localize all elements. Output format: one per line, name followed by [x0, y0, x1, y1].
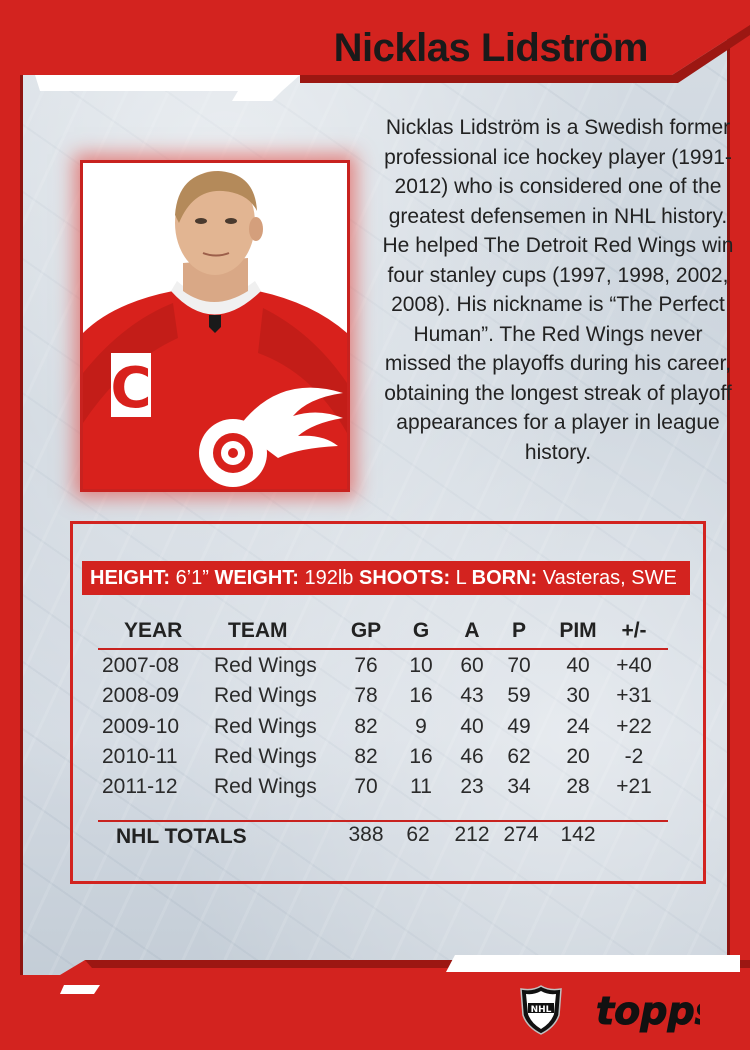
topps-logo: topps: [596, 989, 701, 1034]
svg-text:NHL: NHL: [531, 1005, 552, 1015]
table-cell: 70: [354, 775, 378, 798]
table-row: 2007-08: [102, 654, 180, 677]
table-cell: 16: [409, 745, 433, 768]
table-cell: 43: [460, 684, 484, 707]
table-cell: 40: [460, 715, 484, 738]
table-cell: 10: [409, 654, 433, 677]
col-header-gp: GP: [350, 619, 382, 642]
table-cell: 62: [507, 745, 531, 768]
weight-value: 192lb: [304, 567, 354, 589]
total-p: 274: [503, 823, 539, 846]
table-row: 2011-12: [102, 775, 178, 798]
player-bio: Nicklas Lidström is a Swedish former pro…: [382, 116, 734, 464]
table-cell: 30: [566, 684, 590, 707]
table-cell: +22: [616, 715, 652, 738]
table-cell: Red Wings: [214, 745, 317, 768]
table-cell: +40: [616, 654, 652, 677]
weight-label: WEIGHT:: [214, 567, 299, 589]
table-cell: 16: [409, 684, 433, 707]
player-name: Nicklas Lidström: [333, 26, 649, 70]
col-header-a: A: [464, 619, 480, 642]
table-cell: 28: [566, 775, 590, 798]
captain-letter: C: [110, 356, 151, 421]
table-cell: 82: [354, 745, 378, 768]
table-row: 2008-09: [102, 684, 180, 707]
col-header-team: TEAM: [228, 619, 288, 642]
table-cell: 34: [507, 775, 531, 798]
col-header-p: P: [511, 619, 526, 642]
table-cell: +21: [616, 775, 652, 798]
nhl-shield-logo: NHL: [520, 985, 562, 1035]
table-cell: 59: [507, 684, 531, 707]
svg-text:topps: topps: [596, 989, 700, 1033]
table-cell: 60: [460, 654, 484, 677]
table-cell: 70: [507, 654, 531, 677]
table-cell: -2: [624, 745, 644, 768]
table-divider: [98, 820, 668, 822]
col-header-pim: PIM: [559, 619, 597, 642]
table-row: 2010-11: [102, 745, 178, 768]
total-g: 62: [406, 823, 430, 846]
table-cell: 76: [354, 654, 378, 677]
table-cell: 49: [507, 715, 531, 738]
table-cell: 78: [354, 684, 378, 707]
table-cell: 9: [415, 715, 427, 738]
table-cell: 11: [410, 775, 432, 798]
stats-panel: [70, 521, 706, 884]
col-header-g: G: [412, 619, 430, 642]
table-cell: 23: [460, 775, 484, 798]
table-cell: Red Wings: [214, 654, 317, 677]
totals-label: NHL TOTALS: [116, 825, 247, 848]
table-cell: 24: [566, 715, 590, 738]
shoots-value: L: [455, 567, 467, 589]
table-row: 2009-10: [102, 715, 180, 738]
table-cell: +31: [616, 684, 652, 707]
table-cell: 40: [566, 654, 590, 677]
born-value: Vasteras, SWE: [542, 567, 677, 589]
table-cell: 82: [354, 715, 378, 738]
height-label: HEIGHT:: [90, 567, 170, 589]
total-pim: 142: [560, 823, 596, 846]
col-header-year: YEAR: [124, 619, 183, 642]
total-gp: 388: [348, 823, 384, 846]
col-header-plus-minus: +/-: [621, 619, 647, 642]
shoots-label: SHOOTS:: [358, 567, 451, 589]
table-cell: Red Wings: [214, 684, 317, 707]
table-divider: [98, 648, 668, 650]
table-cell: Red Wings: [214, 715, 317, 738]
total-a: 212: [454, 823, 490, 846]
player-photo: C: [80, 160, 350, 492]
table-cell: 46: [460, 745, 484, 768]
table-cell: Red Wings: [214, 775, 317, 798]
born-label: BORN:: [471, 567, 538, 589]
player-info-bar: HEIGHT: 6’1” WEIGHT: 192lb SHOOTS: L BOR…: [82, 561, 690, 595]
height-value: 6’1”: [175, 567, 209, 589]
table-cell: 20: [566, 745, 590, 768]
